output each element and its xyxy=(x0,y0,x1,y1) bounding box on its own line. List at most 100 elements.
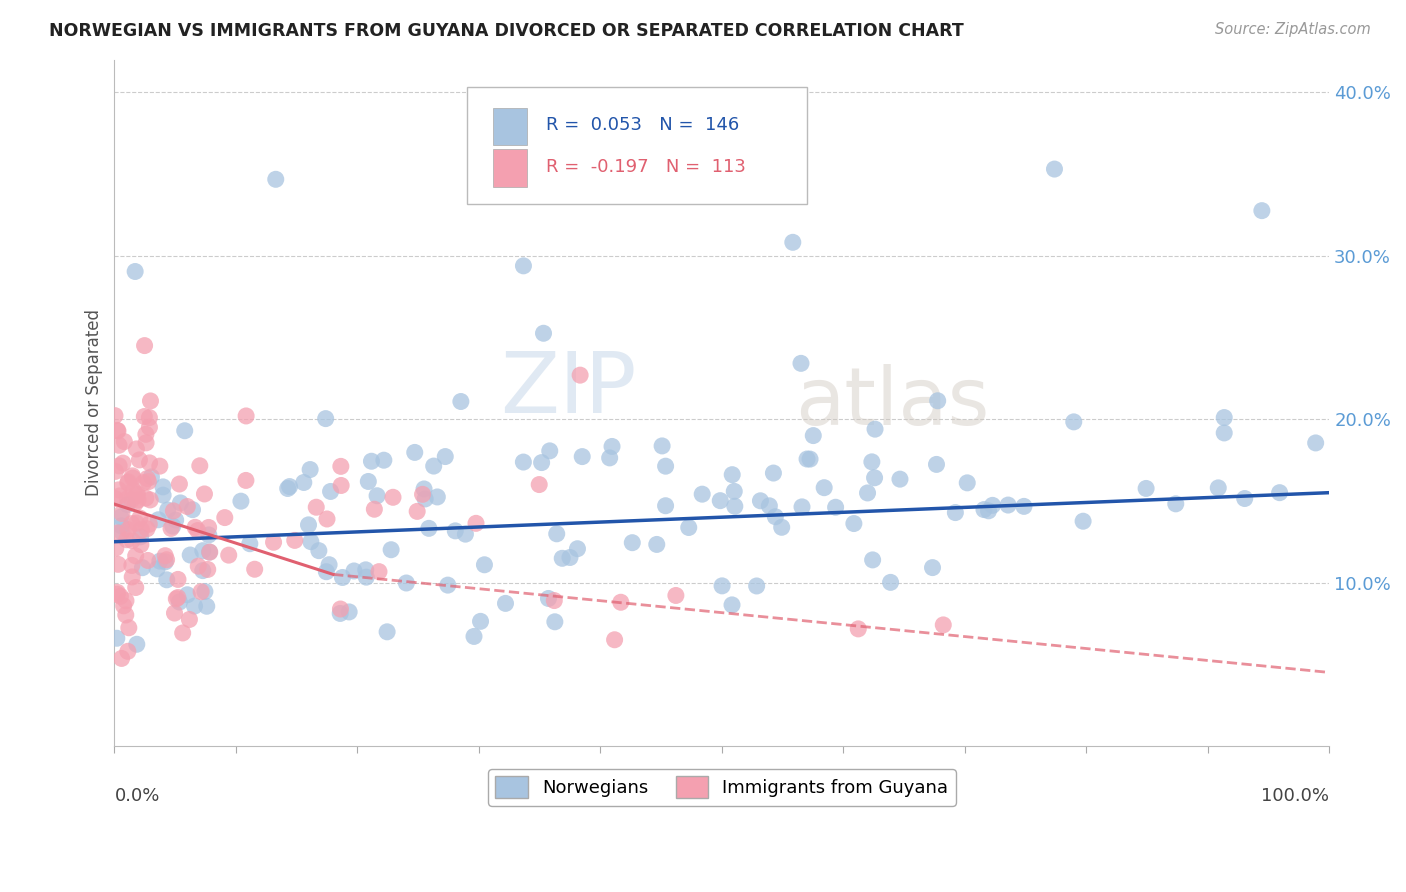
Point xyxy=(132,475,155,490)
Point xyxy=(512,455,534,469)
Point xyxy=(406,504,429,518)
Point xyxy=(529,477,551,491)
Point xyxy=(263,535,285,549)
Point xyxy=(108,489,131,503)
Point xyxy=(187,559,209,574)
Point xyxy=(537,591,560,606)
Point xyxy=(299,534,322,549)
Point xyxy=(105,587,128,601)
Point xyxy=(316,512,339,526)
Point xyxy=(117,644,139,658)
Point xyxy=(1164,497,1187,511)
Point xyxy=(305,500,328,515)
Point xyxy=(690,487,713,501)
Point xyxy=(434,450,457,464)
Point xyxy=(533,326,555,341)
Point xyxy=(315,411,337,425)
Point xyxy=(1305,436,1327,450)
Point xyxy=(124,264,146,278)
Point xyxy=(299,462,322,476)
Point xyxy=(862,553,884,567)
Point xyxy=(127,487,149,501)
Point xyxy=(264,172,287,186)
Point xyxy=(131,523,153,537)
Point xyxy=(110,589,132,603)
Point xyxy=(621,535,644,549)
Point xyxy=(138,456,160,470)
Point xyxy=(162,504,184,518)
Point xyxy=(139,393,162,408)
FancyBboxPatch shape xyxy=(494,149,527,186)
Point xyxy=(329,459,352,474)
Point xyxy=(105,632,128,646)
Point xyxy=(173,424,195,438)
Point xyxy=(546,526,568,541)
Point xyxy=(169,496,191,510)
Point xyxy=(315,565,337,579)
Point xyxy=(745,579,768,593)
Point xyxy=(404,445,426,459)
Point xyxy=(152,480,174,494)
Point xyxy=(943,506,966,520)
Point xyxy=(165,513,187,527)
Point xyxy=(165,591,187,606)
Point xyxy=(465,516,488,531)
Point xyxy=(801,428,824,442)
Point xyxy=(235,474,257,488)
Point xyxy=(426,490,449,504)
Point xyxy=(155,553,177,567)
Point xyxy=(176,588,198,602)
Point xyxy=(136,553,159,567)
Point xyxy=(422,459,444,474)
Point xyxy=(373,453,395,467)
Point xyxy=(395,576,418,591)
Point xyxy=(354,563,377,577)
Point xyxy=(318,558,340,572)
Point xyxy=(235,409,257,423)
Point xyxy=(169,477,191,491)
Point xyxy=(796,452,818,467)
Point xyxy=(135,427,157,442)
Point xyxy=(782,235,804,250)
Point xyxy=(470,615,492,629)
Point xyxy=(297,517,319,532)
Point xyxy=(138,517,160,532)
Point xyxy=(762,466,785,480)
Point xyxy=(162,519,184,533)
Point xyxy=(107,424,129,438)
Point xyxy=(121,471,143,485)
Point xyxy=(463,629,485,643)
Point xyxy=(148,513,170,527)
Point xyxy=(544,615,567,629)
Point xyxy=(711,579,734,593)
Point xyxy=(723,484,745,499)
Point xyxy=(1012,500,1035,514)
Point xyxy=(139,492,162,507)
Point xyxy=(111,524,134,539)
Point xyxy=(111,456,134,470)
Point xyxy=(136,522,159,536)
Point xyxy=(105,423,128,437)
Point xyxy=(129,538,152,552)
Point xyxy=(121,516,143,531)
Text: ZIP: ZIP xyxy=(501,348,637,431)
Text: R =  0.053   N =  146: R = 0.053 N = 146 xyxy=(546,116,740,134)
Point xyxy=(115,533,138,547)
Point xyxy=(198,545,221,559)
Point xyxy=(155,555,177,569)
Point xyxy=(558,550,581,565)
Point xyxy=(136,471,159,485)
Point xyxy=(108,438,131,452)
Point xyxy=(138,410,160,425)
Point xyxy=(125,516,148,531)
Point xyxy=(981,499,1004,513)
Point xyxy=(125,637,148,651)
Point xyxy=(569,368,592,383)
Point xyxy=(156,503,179,517)
Point xyxy=(194,584,217,599)
Point xyxy=(138,420,160,434)
Point xyxy=(530,456,553,470)
Point xyxy=(117,475,139,490)
Text: R =  -0.197   N =  113: R = -0.197 N = 113 xyxy=(546,158,745,176)
Point xyxy=(724,500,747,514)
